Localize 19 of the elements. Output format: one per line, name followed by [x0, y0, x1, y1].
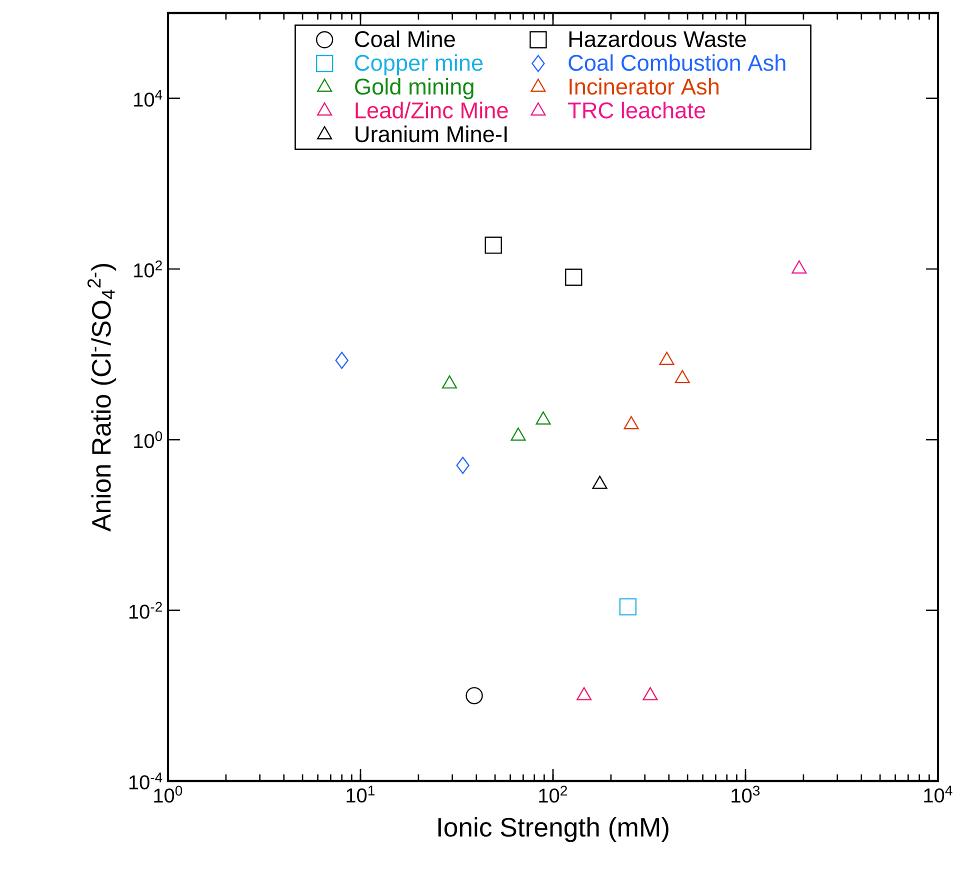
legend-label: Incinerator Ash: [570, 78, 718, 95]
legend-label: Copper mine: [355, 54, 483, 76]
legend-label: Gold mining: [355, 78, 474, 100]
y-tick-label: 10$^{4}$: [134, 90, 162, 107]
y-tick-label: 10$^{0}$: [134, 431, 162, 448]
x-axis-title: Ionic Strength (mM): [438, 817, 668, 842]
y-tick-label: 10$^{-2}$: [129, 602, 162, 619]
legend-label: Coal Mine: [355, 30, 455, 48]
legend-label: Lead/Zinc Mine: [356, 102, 508, 118]
x-tick-label: 10$^{2}$: [539, 786, 567, 803]
legend-label: Hazardous Waste: [569, 30, 746, 48]
x-tick-label: 10$^{4}$: [924, 786, 952, 803]
y-tick-label: 10$^{2}$: [134, 260, 162, 278]
y-axis-title: Anion Ratio (Cl$^{-}$/SO$_{4}$$^{2-}$): [88, 264, 116, 532]
legend-label: Coal Combustion Ash: [568, 54, 786, 71]
x-tick-label: 10$^{1}$: [346, 786, 374, 803]
x-tick-label: 10$^{3}$: [732, 786, 760, 803]
legend-label: Uranium Mine-I: [356, 126, 507, 142]
legend-label: TRC leachate: [568, 102, 706, 118]
